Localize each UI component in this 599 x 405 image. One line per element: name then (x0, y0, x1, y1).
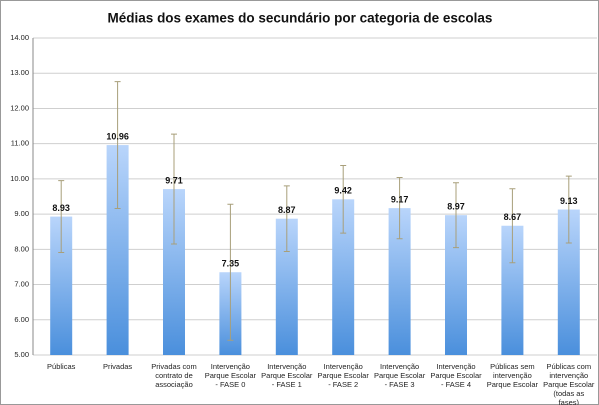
data-label: 8.87 (278, 205, 296, 215)
y-tick-label: 11.00 (11, 139, 29, 148)
bar (275, 218, 298, 355)
error-bar (340, 165, 347, 234)
y-tick-label: 12.00 (10, 103, 29, 112)
y-tick-label: 10.00 (10, 174, 29, 183)
error-bar (171, 133, 177, 245)
bar (106, 145, 129, 355)
x-tick-label: Privadas (102, 362, 133, 371)
y-tick-label: 6.00 (14, 315, 29, 324)
y-tick-label: 7.00 (14, 280, 29, 289)
error-bar (396, 176, 403, 240)
x-tick-label: Intervenção Parque Escolar - FASE 4 (430, 362, 482, 389)
x-tick-label: Intervenção Parque Escolar - FASE 0 (204, 362, 257, 389)
data-label: 7.35 (222, 259, 240, 269)
x-tick-label: Públicas com intervenção Parque Escolar … (543, 362, 595, 405)
x-tick-label: Intervenção Parque Escolar - FASE 2 (317, 362, 369, 389)
bar (445, 215, 467, 355)
bar (163, 189, 185, 355)
x-tick-label: Intervenção Parque Escolar - FASE 3 (373, 362, 426, 389)
error-bar (58, 180, 65, 254)
error-bar (283, 185, 290, 252)
y-tick-label: 13.00 (10, 68, 29, 77)
bar (557, 209, 580, 355)
chart-title: Médias dos exames do secundário por cate… (108, 11, 493, 26)
data-label: 8.93 (52, 203, 70, 213)
data-label: 9.13 (560, 196, 578, 206)
data-label: 9.17 (391, 194, 409, 204)
x-tick-label: Intervenção Parque Escolar - FASE 1 (261, 362, 313, 389)
error-bar (114, 81, 121, 209)
y-tick-label: 8.00 (14, 244, 29, 253)
error-bar (453, 182, 459, 249)
bar (501, 225, 524, 355)
error-bar (509, 188, 516, 264)
error-bar (227, 203, 234, 341)
bar (388, 208, 411, 355)
bar (50, 216, 73, 355)
data-label: 8.97 (447, 202, 465, 212)
data-label: 10.96 (106, 131, 129, 141)
error-bar (565, 175, 572, 244)
y-tick-label: 9.00 (14, 209, 29, 218)
y-tick-label: 14.00 (10, 33, 29, 42)
x-tick-label: Públicas (47, 362, 76, 371)
x-tick-label: Privadas com contrato de associação (151, 362, 197, 389)
data-label: 8.67 (504, 212, 522, 222)
x-tick-label: Públicas sem intervenção Parque Escolar (486, 362, 539, 389)
y-tick-label: 5.00 (14, 350, 29, 359)
bar (332, 199, 355, 355)
data-label: 9.42 (334, 186, 352, 196)
data-label: 9.71 (165, 175, 183, 185)
